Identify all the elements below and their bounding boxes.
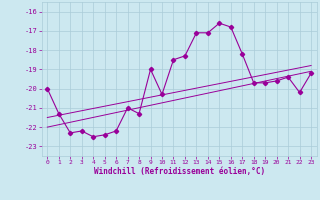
X-axis label: Windchill (Refroidissement éolien,°C): Windchill (Refroidissement éolien,°C): [94, 167, 265, 176]
